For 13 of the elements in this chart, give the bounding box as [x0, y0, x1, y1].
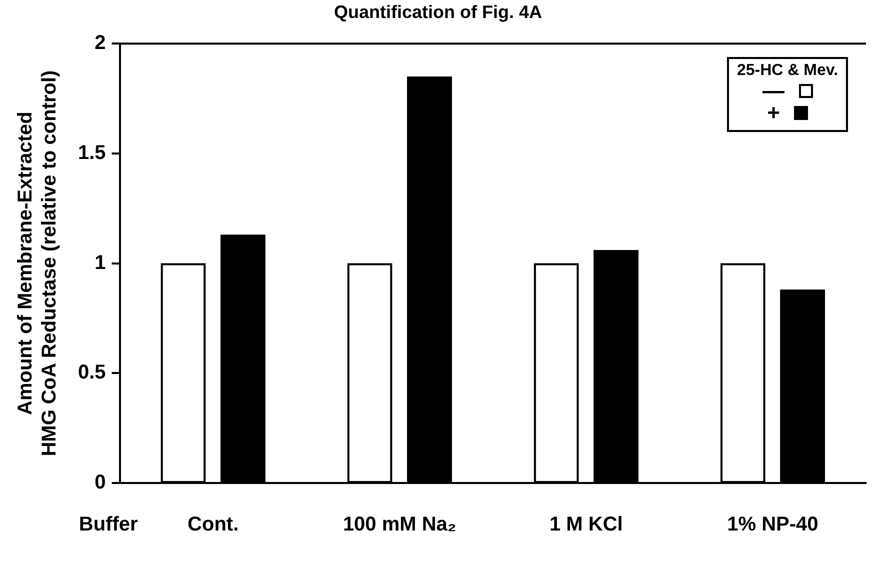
y-axis-title: Amount of Membrane-Extracted HMG CoA Reductase (relative to control)	[14, 70, 61, 456]
legend-title: 25-HC & Mev.	[737, 62, 838, 80]
x-tick-label: 1 M KCl	[550, 514, 623, 536]
y-tick-label: 2	[94, 32, 106, 54]
x-tick-label: 100 mM Na₂	[342, 514, 456, 536]
y-tick-label: 0.5	[78, 362, 106, 384]
y-tick-label: 0	[94, 472, 106, 494]
x-axis-title: Buffer	[78, 514, 138, 536]
x-tick-label: Cont.	[188, 514, 239, 536]
y-tick-label: 1	[94, 252, 106, 274]
chart-title: Quantification of Fig. 4A	[334, 2, 542, 22]
x-tick-label: 1% NP-40	[727, 514, 818, 536]
y-tick-label: 1.5	[78, 142, 106, 164]
